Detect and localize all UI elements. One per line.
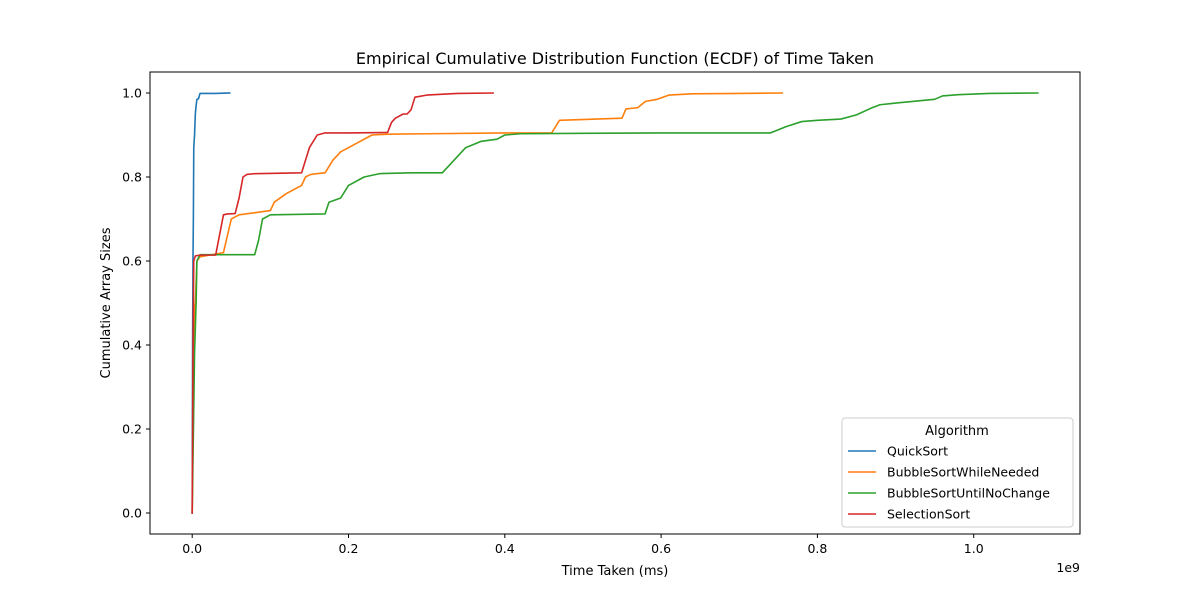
x-axis-multiplier: 1e9 — [1056, 560, 1080, 575]
y-axis-label: Cumulative Array Sizes — [99, 227, 114, 378]
series-line-selectionsort — [191, 92, 494, 514]
legend-entry-label: SelectionSort — [887, 507, 970, 522]
legend-items: QuickSort BubbleSortWhileNeeded BubbleSort… — [848, 444, 1050, 522]
x-tick-label: 0.6 — [651, 541, 671, 556]
y-tick-label: 0.2 — [122, 422, 142, 437]
y-tick-label: 0.0 — [122, 506, 142, 521]
legend-box — [841, 417, 1074, 528]
y-axis: 0.0 0.2 0.4 0.6 0.8 1.0 — [122, 86, 150, 521]
series-layer — [191, 92, 1039, 514]
x-axis-label: Time Taken (ms) — [561, 564, 669, 579]
x-tick-label: 0.2 — [339, 541, 359, 556]
y-tick-label: 0.6 — [122, 254, 142, 269]
y-tick-label: 1.0 — [122, 86, 142, 101]
y-tick-label: 0.4 — [122, 338, 142, 353]
x-tick-label: 0.4 — [495, 541, 515, 556]
x-tick-label: 1.0 — [964, 541, 984, 556]
series-line-bubblesortuntilnochange — [191, 92, 1039, 514]
plot-area — [149, 71, 1081, 535]
x-tick-label: 0.0 — [182, 541, 202, 556]
plot-frame — [149, 71, 1081, 535]
legend-entry-label: QuickSort — [887, 444, 948, 459]
legend-title: Algorithm — [925, 424, 989, 439]
legend-entry-label: BubbleSortUntilNoChange — [887, 486, 1050, 501]
y-tick-label: 0.8 — [122, 170, 142, 185]
series-line-bubblesortwhileneeded — [191, 92, 784, 514]
x-axis: 0.0 0.2 0.4 0.6 0.8 1.0 — [182, 534, 984, 556]
legend-entry-label: BubbleSortWhileNeeded — [887, 465, 1039, 480]
x-tick-label: 0.8 — [807, 541, 827, 556]
legend: Algorithm QuickSort BubbleSortWhileNeeded… — [841, 417, 1074, 528]
chart-title: Empirical Cumulative Distribution Functi… — [356, 49, 874, 68]
